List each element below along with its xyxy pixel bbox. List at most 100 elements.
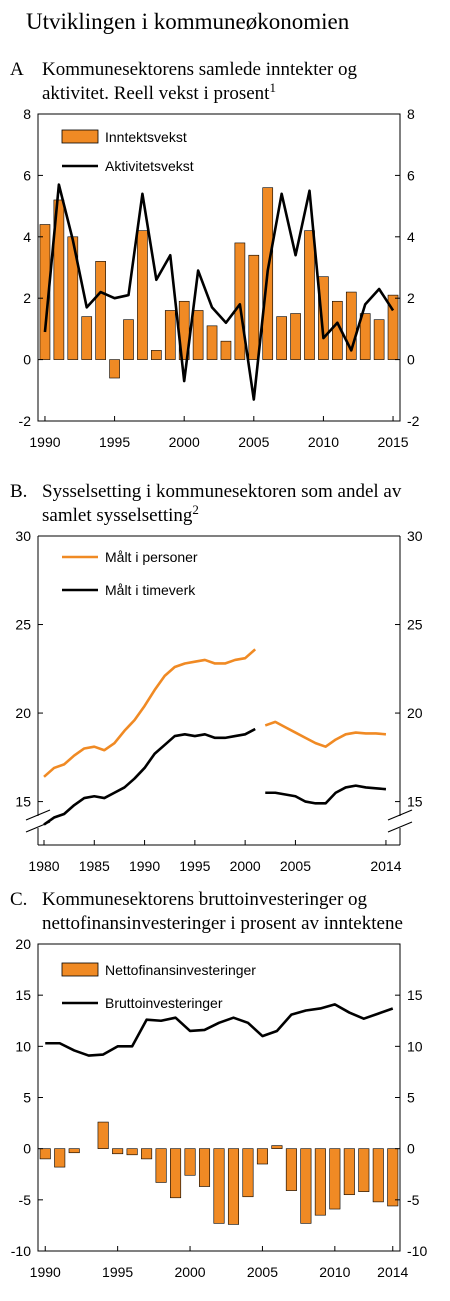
- panel-c-bar-nettofinansinvesteringer-2007: [285, 1148, 297, 1191]
- panel-a-title-line-2-text: aktivitet. Reell vekst i prosent: [42, 83, 270, 104]
- panel-b-ytick-label-right: 15: [407, 794, 423, 810]
- panel-a-bar-inntektsvekst-1991: [53, 199, 65, 360]
- panel-c-ytick-label-right: 0: [407, 1141, 415, 1157]
- panel-c-xtick-label: 2010: [319, 1264, 350, 1280]
- panel-a-xtick-label: 2010: [308, 434, 339, 450]
- panel-a-bar-inntektsvekst-1998: [151, 350, 162, 360]
- legend-label-nettofinansinvesteringer: Nettofinansinvesteringer: [105, 962, 256, 978]
- panel-b-plot-frame: [25, 535, 413, 846]
- panel-a-xtick-label: 2005: [238, 434, 269, 450]
- legend-label-inntektsvekst: Inntektsvekst: [105, 129, 187, 145]
- panel-c-ytick-label-left: -10: [11, 1243, 31, 1259]
- panel-c-xtick-label: 1990: [30, 1264, 61, 1280]
- legend-label-malt-i-timeverk: Målt i timeverk: [105, 582, 196, 598]
- panel-b-xtick-label: 2014: [370, 858, 401, 874]
- panel-a-ytick-label-left: 8: [23, 106, 31, 122]
- panel-a-ytick-label-left: -2: [19, 413, 32, 429]
- panel-c-ytick-label-right: -10: [407, 1243, 427, 1259]
- panel-b-line-malt-i-timeverk-segment-1: [43, 727, 256, 826]
- panel-c-bar-nettofinansinvesteringer-1995: [112, 1148, 124, 1155]
- panel-b-xtick-label: 1980: [28, 858, 59, 874]
- panel-c-title-line-2: nettofinansinvesteringer i prosent av in…: [42, 913, 403, 934]
- panel-a-bar-inntektsvekst-2007: [276, 316, 287, 360]
- panel-c-bar-nettofinansinvesteringer-2006: [271, 1145, 283, 1149]
- panel-c-bar-nettofinansinvesteringer-2009: [314, 1148, 326, 1216]
- panel-c-xtick-label: 2000: [174, 1264, 205, 1280]
- panel-b-xtick-label: 1985: [79, 858, 110, 874]
- panel-b-lines: [43, 648, 387, 826]
- panel-a-xtick-label: 2000: [169, 434, 200, 450]
- panel-a-xtick-label: 2015: [377, 434, 408, 450]
- panel-b-ytick-label-left: 25: [15, 617, 31, 633]
- panel-a-bar-inntektsvekst-2014: [373, 319, 385, 360]
- panel-c-legend: Nettofinansinvesteringer Bruttoinvesteri…: [61, 962, 256, 1011]
- panel-a-bar-inntektsvekst-1997: [137, 230, 148, 360]
- panel-c-bar-nettofinansinvesteringer-1994: [97, 1121, 109, 1149]
- panel-b: B. Sysselsetting i kommunesektoren som a…: [10, 481, 423, 874]
- panel-c-ytick-label-left: 15: [15, 987, 31, 1003]
- panel-a-plot-frame: [37, 113, 401, 422]
- panel-c-ytick-label-left: 10: [15, 1038, 31, 1054]
- panel-a-bar-inntektsvekst-2012: [345, 291, 357, 360]
- panel-a: A Kommunesektorens samlede inntekter og …: [10, 59, 420, 450]
- panel-c-bar-nettofinansinvesteringer-1999: [170, 1148, 182, 1199]
- panel-a-bar-inntektsvekst-2009: [304, 230, 315, 360]
- panel-c-bar-nettofinansinvesteringer-1992: [68, 1148, 80, 1154]
- panel-c-bar-nettofinansinvesteringer-2002: [213, 1148, 225, 1224]
- panel-a-lines: [43, 183, 395, 401]
- legend-label-bruttoinvesteringer: Bruttoinvesteringer: [105, 995, 223, 1011]
- panel-c-letter: C.: [10, 889, 27, 910]
- panel-a-bar-inntektsvekst-2005: [248, 254, 260, 360]
- panel-a-bar-inntektsvekst-1996: [123, 319, 134, 360]
- panel-c-bar-nettofinansinvesteringer-2012: [358, 1148, 370, 1192]
- panel-c-bar-nettofinansinvesteringer-2005: [256, 1148, 268, 1165]
- panel-c-ytick-label-right: 10: [407, 1038, 423, 1054]
- panel-c-bar-nettofinansinvesteringer-2001: [199, 1148, 211, 1187]
- panel-b-ytick-label-right: 30: [407, 528, 423, 544]
- panel-a-ytick-label-right: 6: [407, 167, 415, 183]
- panel-b-letter: B.: [10, 481, 27, 502]
- panel-c-ticks: -10 -5 0 5 10 15 20 -10 -5 0 5 10 15 1990 1995 2000 2005…: [11, 936, 428, 1280]
- panel-b-line-malt-i-personer-segment-1: [43, 648, 257, 778]
- legend-swatch-nettofinansinvesteringer: [61, 962, 99, 977]
- panel-c-xtick-label: 1995: [102, 1264, 133, 1280]
- legend-swatch-inntektsvekst: [61, 129, 99, 144]
- panel-a-ytick-label-right: -2: [407, 413, 420, 429]
- main-title: Utviklingen i kommuneøkonomien: [26, 9, 350, 34]
- panel-a-xtick-label: 1995: [99, 434, 130, 450]
- panel-b-xtick-label: 2000: [230, 858, 261, 874]
- panel-c-bar-nettofinansinvesteringer-2004: [242, 1148, 254, 1198]
- panel-a-ytick-label-left: 6: [23, 167, 31, 183]
- panel-c-ytick-label-left: -5: [19, 1192, 32, 1208]
- panel-c-bar-nettofinansinvesteringer-2008: [300, 1148, 312, 1224]
- panel-a-bar-inntektsvekst-2015: [387, 294, 399, 360]
- panel-b-xtick-label: 2005: [280, 858, 311, 874]
- panel-a-bar-inntektsvekst-2010: [318, 276, 329, 360]
- panel-c-ytick-label-left: 5: [23, 1090, 31, 1106]
- panel-a-ytick-label-left: 4: [23, 229, 31, 245]
- panel-b-ytick-label-right: 20: [407, 705, 423, 721]
- panel-b-ytick-label-left: 20: [15, 705, 31, 721]
- panel-c-title-line-1: Kommunesektorens bruttoinvesteringer og: [42, 889, 368, 910]
- panel-a-bar-inntektsvekst-2002: [206, 325, 218, 360]
- panel-a-ticks: -2 0 2 4 6 8 -2 0 2 4 6 8 1990 1995 2000 2005 2010 2015: [19, 106, 420, 450]
- panel-c-bar-nettofinansinvesteringer-1998: [155, 1148, 167, 1183]
- panel-a-ytick-label-right: 0: [407, 352, 415, 368]
- panel-b-xtick-label: 1995: [179, 858, 210, 874]
- panel-c-bar-nettofinansinvesteringer-2013: [372, 1148, 384, 1203]
- panel-a-footnote-marker: 1: [269, 80, 276, 95]
- panel-a-title-line-1: Kommunesektorens samlede inntekter og: [42, 59, 358, 80]
- panel-b-title-line-2-text: samlet sysselsetting: [42, 505, 193, 526]
- legend-label-aktivitetsvekst: Aktivitetsvekst: [105, 158, 194, 174]
- panel-c-bar-nettofinansinvesteringer-2011: [343, 1148, 355, 1196]
- legend-label-malt-i-personer: Målt i personer: [105, 549, 198, 565]
- panel-c: C. Kommunesektorens bruttoinvesteringer …: [10, 889, 427, 1280]
- panel-c-bars: [39, 1121, 399, 1225]
- panel-a-bar-inntektsvekst-1993: [81, 316, 93, 360]
- panel-a-ytick-label-right: 4: [407, 229, 415, 245]
- panel-a-ytick-label-left: 0: [23, 352, 31, 368]
- panel-a-bar-inntektsvekst-2001: [192, 310, 204, 360]
- panel-b-footnote-marker: 2: [192, 502, 199, 517]
- panel-b-title-line-2: samlet sysselsetting2: [42, 502, 199, 526]
- panel-b-axis-break-mark: [387, 809, 413, 821]
